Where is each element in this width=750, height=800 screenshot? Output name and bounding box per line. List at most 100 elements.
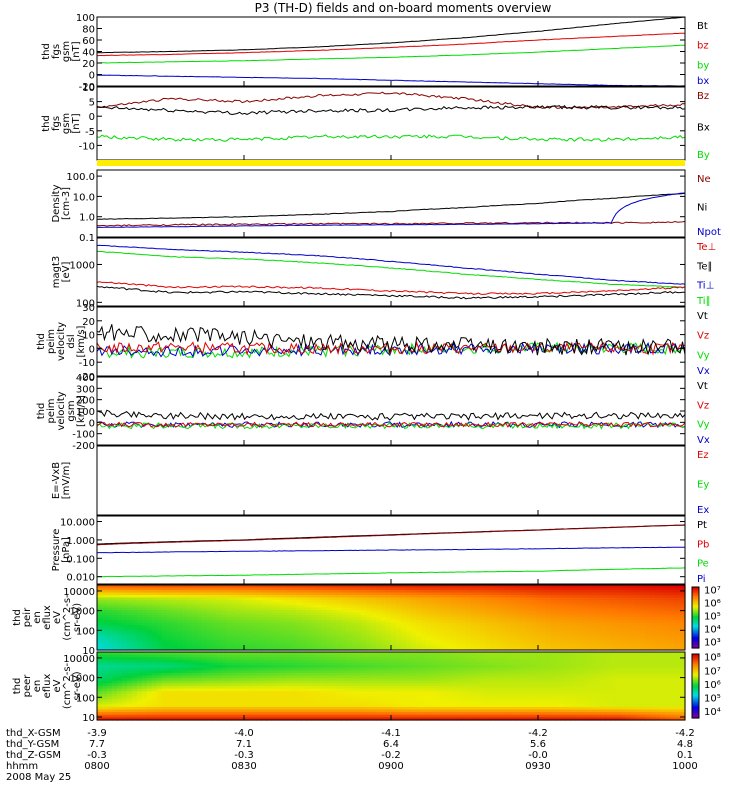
spectrogram-cell xyxy=(540,683,547,687)
spectrogram-cell xyxy=(97,678,103,682)
spectrogram-cell xyxy=(420,654,427,658)
spectrogram-cell xyxy=(675,635,681,639)
spectrogram-cell xyxy=(251,683,258,687)
spectrogram-cell xyxy=(660,592,666,596)
spectrogram-cell xyxy=(475,678,482,682)
spectrogram-cell xyxy=(650,600,656,604)
spectrogram-cell xyxy=(590,615,596,619)
spectrogram-cell xyxy=(535,665,542,669)
spectrogram-cell xyxy=(356,686,362,690)
spectrogram-cell xyxy=(555,652,562,656)
spectrogram-cell xyxy=(450,595,457,599)
spectrogram-cell xyxy=(540,665,547,669)
spectrogram-cell xyxy=(545,645,552,649)
spectrogram-cell xyxy=(655,585,661,589)
spectrogram-cell xyxy=(485,659,492,664)
spectrogram-cell xyxy=(600,592,606,596)
spectrogram-cell xyxy=(560,659,567,664)
spectrogram-cell xyxy=(670,642,676,646)
spectrogram-cell xyxy=(116,670,123,674)
spectrogram-cell xyxy=(425,605,432,609)
y-tick-label: 10.0 xyxy=(73,192,95,203)
spectrogram-cell xyxy=(610,667,616,671)
spectrogram-cell xyxy=(201,627,208,631)
spectrogram-cell xyxy=(565,592,571,596)
spectrogram-cell xyxy=(351,662,357,666)
spectrogram-cell xyxy=(565,607,571,611)
spectrogram-cell xyxy=(231,605,238,609)
spectrogram-cell xyxy=(470,600,477,604)
spectrogram-cell xyxy=(495,590,502,594)
spectrogram-cell xyxy=(131,659,138,664)
spectrogram-cell xyxy=(106,635,113,639)
spectrogram-cell xyxy=(435,652,442,656)
spectrogram-cell xyxy=(281,632,287,636)
spectrogram-cell xyxy=(615,587,621,591)
spectrogram-cell xyxy=(575,592,581,596)
spectrogram-cell xyxy=(231,592,238,596)
spectrogram-cell xyxy=(575,640,581,644)
spectrogram-cell xyxy=(565,590,571,594)
spectrogram-cell xyxy=(500,632,507,636)
colorbar-segment xyxy=(692,609,699,612)
spectrogram-cell xyxy=(530,615,537,619)
spectrogram-cell xyxy=(400,592,407,596)
spectrogram-cell xyxy=(126,592,133,596)
spectrogram-cell xyxy=(555,675,562,679)
spectrogram-cell xyxy=(176,640,183,644)
spectrogram-cell xyxy=(256,585,263,589)
spectrogram-cell xyxy=(336,678,342,682)
spectrogram-cell xyxy=(211,587,218,591)
spectrogram-cell xyxy=(261,637,268,641)
spectrogram-cell xyxy=(161,678,168,682)
spectrogram-cell xyxy=(306,597,312,601)
spectrogram-cell xyxy=(126,640,133,644)
spectrogram-cell xyxy=(615,665,621,669)
spectrogram-cell xyxy=(550,630,557,634)
spectrogram-cell xyxy=(171,612,178,616)
spectrogram-cell xyxy=(361,647,367,651)
spectrogram-cell xyxy=(625,585,631,589)
spectrogram-cell xyxy=(405,665,412,669)
spectrogram-cell xyxy=(256,622,263,626)
spectrogram-cell xyxy=(176,600,183,604)
spectrogram-cell xyxy=(261,600,268,604)
spectrogram-cell xyxy=(445,637,452,641)
spectrogram-cell xyxy=(440,627,447,631)
spectrogram-cell xyxy=(221,585,228,589)
spectrogram-cell xyxy=(680,595,686,599)
spectrogram-cell xyxy=(635,652,641,656)
spectrogram-cell xyxy=(251,659,258,664)
spectrogram-cell xyxy=(161,627,168,631)
spectrogram-cell xyxy=(430,605,437,609)
spectrogram-cell xyxy=(231,630,238,634)
spectrogram-cell xyxy=(530,607,537,611)
spectrogram-cell xyxy=(515,587,522,591)
y-axis-label: velocity xyxy=(56,322,67,361)
spectrogram-cell xyxy=(126,585,133,589)
spectrogram-cell xyxy=(191,615,198,619)
spectrogram-cell xyxy=(635,627,641,631)
spectrogram-cell xyxy=(121,627,128,631)
spectrogram-cell xyxy=(640,600,646,604)
spectrogram-cell xyxy=(410,615,417,619)
spectrogram-cell xyxy=(665,672,671,677)
spectrogram-cell xyxy=(376,595,382,599)
spectrogram-cell xyxy=(331,612,337,616)
spectrogram-cell xyxy=(525,632,532,636)
spectrogram-cell xyxy=(126,667,133,671)
spectrogram-cell xyxy=(211,645,218,649)
spectrogram-cell xyxy=(131,605,138,609)
spectrogram-cell xyxy=(366,592,372,596)
spectrogram-cell xyxy=(346,600,352,604)
spectrogram-cell xyxy=(405,635,412,639)
spectrogram-cell xyxy=(395,592,402,596)
spectrogram-cell xyxy=(97,683,103,687)
spectrogram-cell xyxy=(395,597,402,601)
spectrogram-cell xyxy=(391,678,397,682)
spectrogram-cell xyxy=(565,647,571,651)
spectrogram-cell xyxy=(430,590,437,594)
spectrogram-cell xyxy=(530,610,537,614)
spectrogram-cell xyxy=(141,610,148,614)
spectrogram-cell xyxy=(535,654,542,658)
